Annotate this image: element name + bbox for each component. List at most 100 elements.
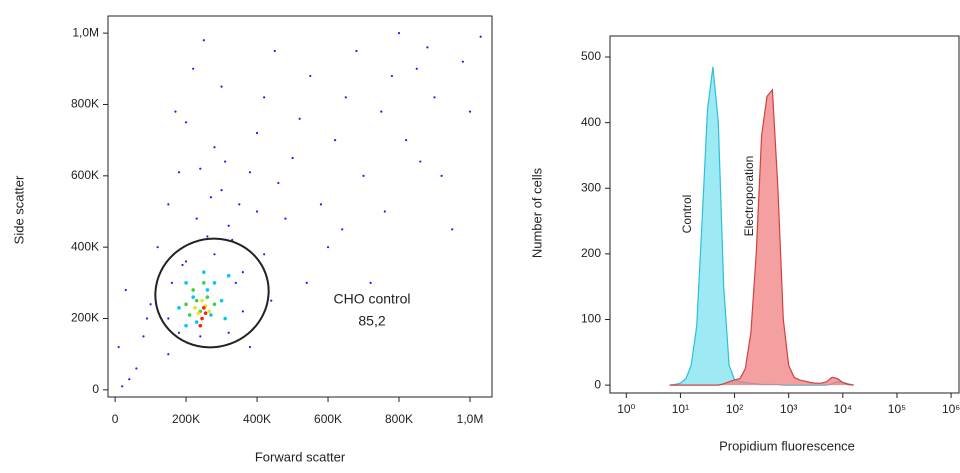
point xyxy=(277,181,280,185)
point xyxy=(145,317,149,320)
point xyxy=(362,174,365,177)
point xyxy=(383,210,386,213)
y-tick-label: 200K xyxy=(71,311,99,325)
plot-frame xyxy=(609,35,960,394)
point xyxy=(227,331,230,334)
point xyxy=(202,281,206,285)
point xyxy=(206,235,209,238)
point xyxy=(433,96,436,99)
x-tick-label: 10⁵ xyxy=(888,402,906,416)
point xyxy=(149,303,152,306)
point xyxy=(167,353,170,356)
area-shade xyxy=(669,66,854,386)
point xyxy=(170,281,173,284)
x-tick-label: 10⁰ xyxy=(617,402,635,416)
point xyxy=(380,110,383,113)
point xyxy=(284,217,287,220)
point xyxy=(199,167,202,170)
point xyxy=(156,246,159,249)
point xyxy=(184,260,188,263)
area-line xyxy=(669,88,854,386)
point xyxy=(177,331,181,334)
point xyxy=(202,306,206,310)
y-axis-label: Number of cells xyxy=(529,167,544,258)
point xyxy=(202,270,206,274)
point xyxy=(184,121,188,124)
point xyxy=(184,302,188,307)
point xyxy=(196,311,201,315)
y-tick-label: 400 xyxy=(581,115,601,129)
x-tick-label: 200K xyxy=(172,412,200,426)
y-axis-label: Side scatter xyxy=(11,175,26,244)
point xyxy=(248,171,252,174)
point xyxy=(341,228,344,231)
point xyxy=(220,188,223,192)
point xyxy=(238,203,241,206)
x-tick-label: 800K xyxy=(385,412,413,426)
point xyxy=(205,295,210,299)
x-tick-label: 0 xyxy=(112,412,119,426)
point xyxy=(390,74,394,78)
x-tick-label: 600K xyxy=(314,412,342,426)
point xyxy=(177,306,181,310)
point xyxy=(194,298,199,303)
y-tick-label: 100 xyxy=(581,312,601,326)
point xyxy=(200,298,204,303)
point xyxy=(309,74,312,78)
series-label: Control xyxy=(680,195,694,234)
point xyxy=(479,35,482,38)
point xyxy=(326,246,330,249)
point xyxy=(205,288,210,292)
point xyxy=(209,196,213,199)
point xyxy=(194,320,199,324)
point xyxy=(319,203,323,206)
point xyxy=(212,302,217,307)
point xyxy=(344,96,347,99)
point xyxy=(440,174,443,177)
plot-frame xyxy=(107,15,493,398)
point xyxy=(241,310,244,313)
y-tick-label: 800K xyxy=(71,97,99,111)
point xyxy=(135,367,138,370)
point xyxy=(334,139,337,142)
point xyxy=(191,288,195,292)
point xyxy=(200,316,204,321)
gate-value: 85,2 xyxy=(358,313,385,329)
point xyxy=(234,281,237,284)
point xyxy=(199,335,202,338)
x-tick-label: 10⁶ xyxy=(942,402,960,416)
point xyxy=(128,378,131,381)
point xyxy=(177,171,181,174)
point xyxy=(167,317,170,320)
point xyxy=(468,110,472,113)
y-tick-label: 400K xyxy=(71,239,99,253)
x-tick-label: 10³ xyxy=(780,402,797,416)
point xyxy=(226,273,231,278)
y-tick-label: 0 xyxy=(594,377,601,391)
point xyxy=(167,203,170,206)
x-tick-label: 10⁴ xyxy=(834,402,853,416)
point xyxy=(181,263,184,267)
x-axis-label: Forward scatter xyxy=(255,449,346,464)
point xyxy=(220,85,223,88)
point xyxy=(195,217,198,220)
y-tick-label: 500 xyxy=(581,49,601,63)
point xyxy=(241,271,244,274)
gate-label: CHO control xyxy=(333,291,410,307)
y-tick-label: 0 xyxy=(92,382,99,396)
point xyxy=(224,160,227,163)
y-tick-label: 300 xyxy=(581,180,601,194)
point xyxy=(212,281,217,285)
point xyxy=(223,316,227,321)
point xyxy=(305,281,308,284)
point xyxy=(184,281,188,285)
point xyxy=(174,110,177,113)
point xyxy=(298,117,301,120)
point xyxy=(192,67,195,70)
gate xyxy=(154,237,270,349)
point xyxy=(198,323,203,328)
point xyxy=(207,309,211,314)
point xyxy=(355,49,358,53)
point xyxy=(219,298,224,303)
